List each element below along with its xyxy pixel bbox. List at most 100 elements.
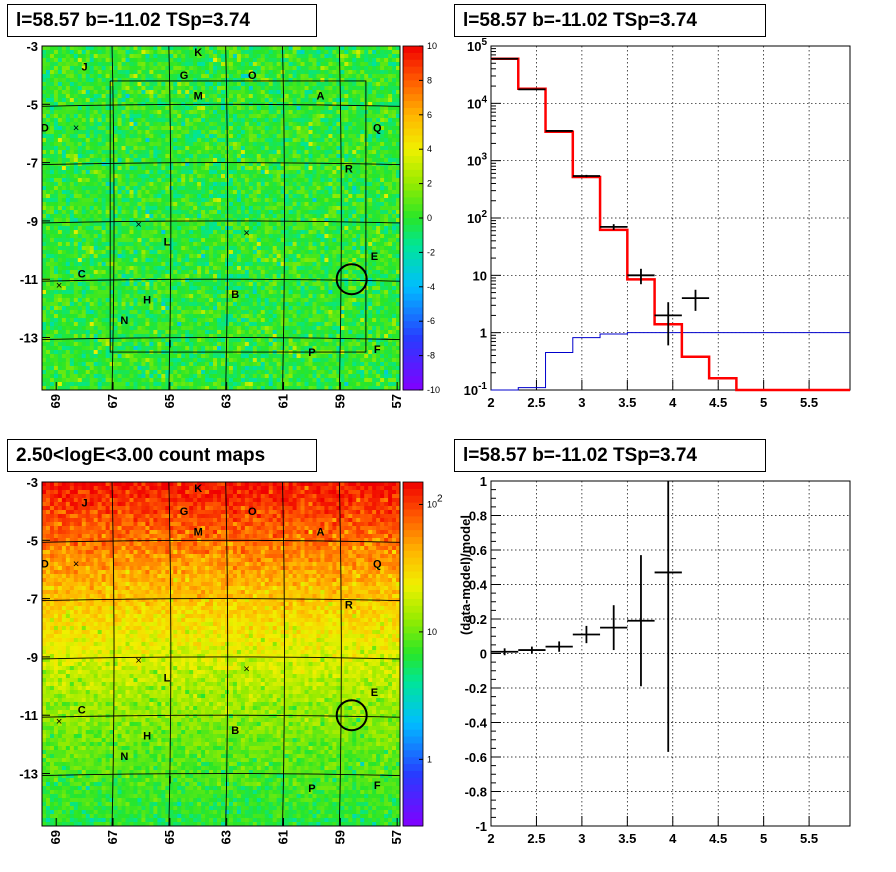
residual-map-coord-grid (41, 45, 401, 391)
source-label: P (308, 783, 315, 795)
colorbar-tick-label: -2 (427, 247, 435, 257)
count-map-panel: K J G O M A D Q R L E C B H N I P F × × × × 69 67 65 63 61 59 57 -3 -5… (19, 475, 443, 844)
source-label: D (41, 559, 49, 571)
count-map-colorbar: 102 10 1 (402, 481, 443, 827)
lon-line (111, 45, 115, 391)
source-label: R (345, 599, 353, 611)
colorbar-tick-label: 2 (427, 179, 432, 189)
residual-map-colorbar: 10 8 6 4 2 0 -2 -4 -6 -8 -10 (402, 41, 440, 395)
lat-line (41, 278, 401, 282)
y-tick-label: -11 (20, 708, 38, 723)
x-tick-label: 61 (276, 394, 291, 408)
source-cross: × (56, 716, 62, 728)
y-tick-label: -0.6 (465, 750, 487, 765)
x-tick-label: 2.5 (527, 395, 545, 410)
x-tick-label: 2 (487, 831, 494, 846)
lon-line (282, 45, 285, 391)
colorbar-tick-label: 0 (427, 213, 432, 223)
count-map-pixels (42, 482, 401, 827)
x-tick-label: 3.5 (618, 831, 636, 846)
source-cross: × (56, 280, 62, 292)
source-cross: × (135, 655, 141, 667)
target-circle (335, 699, 368, 732)
lat-line (41, 103, 401, 107)
lon-line (168, 45, 172, 391)
lon-line (282, 481, 285, 827)
lon-line (338, 45, 342, 391)
residuals-grid (491, 481, 850, 826)
x-tick-label: 5.5 (800, 831, 818, 846)
total-model-line (491, 57, 850, 392)
source-label: E (371, 251, 378, 263)
y-tick-label: 104 (467, 94, 487, 111)
residuals-panel: 2 2.5 3 3.5 4 4.5 5 5.5 -1 -0.8 -0.6 -0.4 -0.2 0 0.2 0.… (458, 474, 851, 846)
lon-line (338, 481, 342, 827)
lon-line (111, 481, 115, 827)
source-cross: × (73, 559, 79, 571)
source-label: G (180, 70, 189, 82)
source-label: O (248, 70, 257, 82)
x-tick-label: 63 (219, 830, 234, 844)
colorbar-tick-label: 8 (427, 75, 432, 85)
source-label: I (168, 338, 171, 350)
source-label: A (316, 91, 324, 103)
y-tick-label: -7 (26, 156, 38, 171)
source-label: E (371, 687, 378, 699)
spectrum-data-points (491, 57, 710, 346)
spectrum-axes: 2 2.5 3 3.5 4 4.5 5 5.5 10-1 1 10 102 103 104 105 (464, 37, 819, 410)
lat-line (41, 714, 401, 718)
x-tick-label: 69 (48, 394, 63, 408)
y-tick-label: -3 (26, 475, 38, 490)
y-tick-label: -5 (26, 533, 38, 548)
lat-line (41, 337, 401, 340)
y-tick-label: 0.2 (469, 612, 487, 627)
y-tick-label: -3 (26, 39, 38, 54)
lon-line (225, 481, 229, 827)
colorbar-tick-label: -10 (427, 385, 440, 395)
source-label: Q (373, 123, 382, 135)
y-tick-label: 103 (467, 152, 487, 169)
y-tick-label: 0.6 (469, 543, 487, 558)
source-label: P (308, 347, 315, 359)
x-tick-label: 67 (105, 830, 120, 844)
x-tick-label: 4.5 (709, 395, 727, 410)
y-tick-label: 105 (467, 37, 487, 54)
colorbar-tick-label: -8 (427, 351, 435, 361)
source-label: F (374, 344, 381, 356)
residual-data-points (491, 481, 682, 752)
target-circle (335, 263, 368, 296)
colorbar-tick-label: 6 (427, 110, 432, 120)
source-label: H (143, 731, 151, 743)
y-tick-label: -13 (19, 331, 38, 346)
colorbar-tick-label: -6 (427, 316, 435, 326)
residual-map-panel: K J G O M A D Q R L E C B H N I P F × × × × 69 67 65 63 61 59 57 -3 -5… (19, 39, 440, 408)
colorbar-tick-label: 1 (427, 754, 432, 764)
residual-map-axes: 69 67 65 63 61 59 57 -3 -5 -7 -9 -11 -13 (19, 39, 404, 408)
spectrum-title: l=58.57 b=-11.02 TSp=3.74 (454, 4, 766, 37)
source-model-line (491, 332, 850, 391)
y-tick-label: -7 (26, 592, 38, 607)
y-tick-label: -0.8 (465, 785, 487, 800)
source-label: I (168, 774, 171, 786)
source-label: B (231, 725, 239, 737)
source-label: J (82, 61, 88, 73)
y-tick-label: -0.4 (465, 716, 488, 731)
count-map-frame (41, 481, 401, 827)
source-label: A (316, 527, 324, 539)
x-tick-label: 2.5 (527, 831, 545, 846)
x-tick-label: 4 (669, 831, 677, 846)
source-cross: × (135, 219, 141, 231)
source-label: D (41, 123, 49, 135)
lat-line (41, 220, 401, 224)
colorbar-tick-label: 10 (427, 627, 437, 637)
y-tick-label: 1 (480, 326, 487, 341)
source-label: N (120, 751, 128, 763)
residuals-axes: 2 2.5 3 3.5 4 4.5 5 5.5 -1 -0.8 -0.6 -0.4 -0.2 0 0.2 0.… (465, 474, 819, 846)
lon-line (225, 45, 229, 391)
x-tick-label: 59 (332, 394, 347, 408)
spectrum-panel: 2 2.5 3 3.5 4 4.5 5 5.5 10-1 1 10 102 103 104 105 (464, 37, 851, 410)
source-label: F (374, 780, 381, 792)
source-label: J (82, 497, 88, 509)
spectrum-grid (491, 46, 850, 390)
